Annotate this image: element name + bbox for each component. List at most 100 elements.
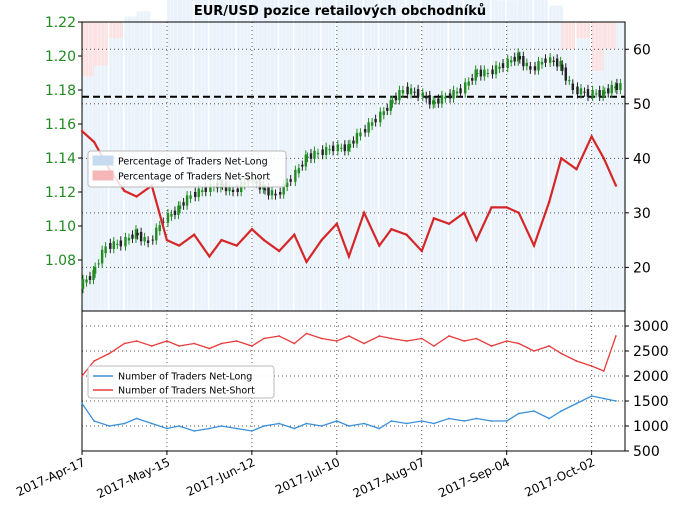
candle-body	[136, 232, 139, 236]
net-long-shade-bar	[483, 0, 487, 311]
right-axis-tick-label: 60	[633, 42, 651, 58]
x-axis-tick-label: 2017-Jun-12	[184, 455, 257, 499]
candle-body	[540, 61, 544, 65]
net-long-count-point	[517, 412, 520, 415]
net-long-shade-bar	[471, 0, 475, 312]
net-long-shade-bar	[467, 0, 471, 312]
net-long-count-point	[150, 422, 153, 425]
net-long-shade-bar	[89, 76, 93, 311]
candle-body	[347, 144, 350, 152]
candle-body	[324, 146, 328, 156]
candle-body	[548, 57, 552, 63]
left-axis-tick-label: 1.20	[45, 49, 76, 65]
net-short-percentage-point	[92, 140, 96, 144]
top-legend-swatch	[92, 155, 114, 166]
net-short-percentage-point	[80, 129, 84, 133]
candle-body	[552, 60, 555, 62]
candle-body	[304, 154, 308, 167]
right-axis-tick-label: 20	[633, 260, 651, 276]
candle-body	[614, 86, 617, 89]
net-long-shade-bar	[421, 0, 425, 311]
candle-body	[197, 188, 200, 198]
candle-body	[619, 83, 622, 90]
candle-body	[559, 61, 562, 67]
bottom-right-axis-tick-label: 1000	[633, 419, 669, 435]
net-long-shade-bar	[428, 0, 432, 311]
candle-body	[313, 150, 316, 159]
net-short-count-point	[420, 337, 423, 340]
net-short-count-point	[405, 340, 408, 342]
candle-body	[297, 168, 301, 174]
candle-body	[236, 188, 239, 192]
candle-body	[452, 90, 455, 99]
net-short-count-point	[463, 340, 466, 342]
net-long-shade-bar	[294, 0, 298, 311]
candle-body	[401, 90, 405, 94]
net-short-count-point	[166, 340, 168, 342]
candle-body	[348, 143, 352, 148]
bottom-legend-label: Number of Traders Net-Short	[118, 386, 255, 397]
net-long-shade-bar	[316, 0, 321, 312]
candle-body	[100, 249, 104, 264]
candle-body	[93, 266, 97, 274]
net-short-count-point	[93, 360, 96, 362]
net-long-shade-bar	[579, 38, 584, 311]
net-long-shade-bar	[321, 0, 325, 311]
net-long-count-point	[490, 420, 493, 422]
net-short-count-point	[602, 370, 605, 372]
net-short-shade-bar	[571, 22, 575, 50]
net-long-shade-bar	[615, 22, 620, 311]
net-long-shade-bar	[340, 0, 344, 311]
net-long-shade-bar	[479, 0, 484, 311]
net-short-count-point	[293, 342, 296, 345]
bottom-right-axis-tick-label: 500	[633, 444, 660, 460]
net-long-shade-bar	[367, 0, 371, 312]
candle-body	[382, 111, 385, 116]
candle-body	[85, 279, 88, 283]
net-short-count-point	[614, 335, 617, 337]
net-short-percentage-point	[447, 222, 451, 225]
net-long-count-point	[560, 410, 563, 412]
top-legend-swatch	[92, 170, 114, 181]
net-short-percentage-point	[490, 206, 493, 209]
net-short-shade-bar	[101, 22, 105, 66]
candle-body	[363, 129, 367, 133]
net-short-shade-bar	[598, 22, 602, 72]
net-short-percentage-point	[347, 255, 351, 258]
candle-body	[328, 149, 331, 151]
right-axis-tick-label: 50	[633, 97, 651, 113]
bottom-right-axis-tick-label: 2000	[633, 369, 669, 385]
net-long-shade-bar	[598, 71, 602, 311]
candle-body	[134, 229, 138, 239]
net-long-shade-bar	[371, 0, 375, 312]
net-long-shade-bar	[374, 0, 378, 312]
candle-body	[201, 190, 204, 192]
net-short-percentage-point	[362, 211, 366, 215]
net-long-shade-bar	[518, 0, 523, 312]
candle-body	[455, 91, 459, 94]
net-short-percentage-point	[560, 157, 563, 160]
net-long-shade-bar	[444, 0, 448, 311]
net-long-shade-bar	[394, 0, 399, 312]
net-short-count-point	[320, 337, 323, 340]
net-long-count-point	[475, 417, 478, 420]
net-long-shade-bar	[525, 0, 530, 312]
candle-body	[131, 234, 134, 239]
x-axis-tick-label: 2017-Sep-04	[436, 455, 512, 500]
candle-body	[471, 78, 474, 81]
candle-body	[586, 89, 590, 97]
candle-body	[177, 205, 180, 215]
candle-body	[166, 213, 170, 223]
net-short-percentage-point	[432, 217, 436, 220]
net-long-shade-bar	[347, 0, 351, 311]
candle-body	[309, 153, 313, 159]
candle-body	[352, 140, 355, 144]
candle-body	[294, 169, 297, 182]
net-short-percentage-point	[475, 238, 478, 242]
candle-body	[498, 66, 501, 69]
net-long-shade-bar	[498, 0, 502, 311]
candle-body	[518, 56, 522, 60]
net-long-shade-bar	[564, 49, 568, 311]
net-long-shade-bar	[464, 0, 468, 312]
